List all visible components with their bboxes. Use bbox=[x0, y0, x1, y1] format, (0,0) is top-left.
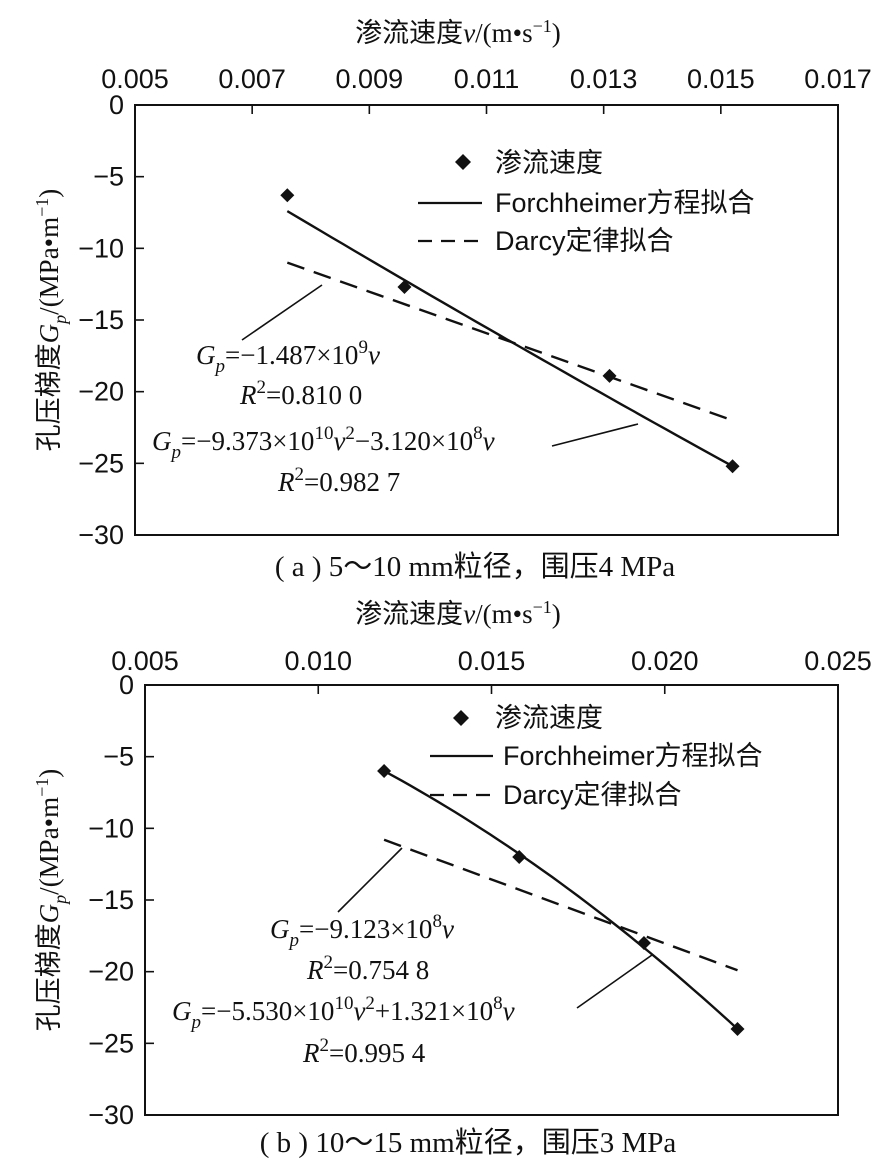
panel-b-darcy-leader bbox=[337, 847, 403, 913]
panel-a-x-axis-title: 渗流速度v/(m•s−1) bbox=[355, 16, 561, 48]
panel-b-data-point bbox=[730, 1022, 745, 1036]
panel-b-caption: ( b ) 10～15 mm粒径，围压3 MPa bbox=[260, 1126, 677, 1159]
panel-b-legend-item-1: 渗流速度 bbox=[495, 703, 603, 733]
panel-a-x-tick-label: 0.009 bbox=[336, 64, 404, 94]
panel-a-legend-item-3: Darcy定律拟合 bbox=[495, 226, 674, 256]
panel-a-forch-leader bbox=[551, 423, 639, 447]
panel-a-y-tick-label: −15 bbox=[78, 305, 124, 335]
panel-b-x-tick-label: 0.020 bbox=[631, 646, 699, 676]
panel-b-legend-item-3: Darcy定律拟合 bbox=[503, 780, 682, 810]
panel-a-x-tick-label: 0.005 bbox=[101, 64, 169, 94]
panel-b-data-point bbox=[377, 764, 392, 778]
panel-a-fit-lines bbox=[286, 210, 734, 468]
panel-b-x-tick-label: 0.025 bbox=[804, 646, 872, 676]
panel-a-x-tick-label: 0.013 bbox=[570, 64, 638, 94]
panel-b-forch-leader bbox=[576, 954, 653, 1009]
panel-b-y-tick-label: −25 bbox=[88, 1028, 134, 1058]
panel-a-x-tick-label: 0.011 bbox=[454, 64, 520, 94]
panel-a-y-tick-label: −25 bbox=[78, 448, 124, 478]
panel-a-data-points bbox=[280, 188, 740, 474]
panel-b-data-point bbox=[636, 936, 651, 950]
panel-b-legend-item-2: Forchheimer方程拟合 bbox=[503, 741, 763, 771]
panel-b-y-tick-label: −30 bbox=[88, 1100, 134, 1130]
panel-a-y-ticks: 0 −5 −10 −15 −20 −25 −30 bbox=[78, 90, 144, 550]
panel-a-x-tick-label: 0.007 bbox=[218, 64, 286, 94]
panel-b-x-tick-label: 0.005 bbox=[111, 646, 179, 676]
panel-b-legend: 渗流速度 Forchheimer方程拟合 Darcy定律拟合 bbox=[430, 703, 763, 810]
panel-b-forchheimer-r2: R2=0.995 4 bbox=[302, 1035, 426, 1068]
panel-a-x-tick-label: 0.015 bbox=[687, 64, 755, 94]
panel-a-data-point bbox=[602, 368, 617, 383]
panel-a-darcy-leader bbox=[241, 284, 323, 341]
panel-a-data-point bbox=[725, 459, 740, 474]
panel-a-y-tick-label: −5 bbox=[93, 162, 124, 192]
panel-a-caption: ( a ) 5～10 mm粒径，围压4 MPa bbox=[275, 550, 675, 583]
panel-a-x-tick-label: 0.017 bbox=[804, 64, 872, 94]
panel-b-fit-lines bbox=[383, 769, 739, 1030]
panel-a-darcy-r2: R2=0.810 0 bbox=[239, 377, 362, 410]
panel-b-y-tick-label: −15 bbox=[88, 885, 134, 915]
panel-b-y-ticks: 0 −5 −10 −15 −20 −25 −30 bbox=[88, 670, 154, 1130]
panel-a-forchheimer-equation: Gp=−9.373×1010v2−3.120×108v bbox=[152, 423, 495, 463]
panel-b-x-ticks: 0.005 0.010 0.015 0.020 0.025 bbox=[111, 646, 872, 694]
panel-a-y-tick-label: −20 bbox=[78, 377, 124, 407]
panel-b-darcy-fit-line bbox=[383, 838, 738, 972]
panel-b-forchheimer-equation: Gp=−5.530×1010v2+1.321×108v bbox=[172, 993, 515, 1033]
panel-a-data-point bbox=[280, 188, 295, 203]
panel-a-legend: 渗流速度 Forchheimer方程拟合 Darcy定律拟合 bbox=[418, 148, 755, 256]
panel-b-y-tick-label: −10 bbox=[88, 813, 134, 843]
panel-a-legend-item-1: 渗流速度 bbox=[495, 148, 603, 178]
panel-a-x-ticks: 0.005 0.007 0.009 0.011 0.013 0.015 0.017 bbox=[101, 64, 872, 114]
panel-a-forchheimer-r2: R2=0.982 7 bbox=[277, 464, 400, 497]
panel-b-y-tick-label: −20 bbox=[88, 957, 134, 987]
panel-a-darcy-fit-line bbox=[286, 261, 733, 422]
panel-b-darcy-equation: Gp=−9.123×108v bbox=[270, 911, 454, 951]
panel-a-legend-marker bbox=[455, 154, 471, 170]
panel-b-x-tick-label: 0.015 bbox=[458, 646, 526, 676]
panel-a-y-tick-label: −30 bbox=[78, 520, 124, 550]
panel-b-x-tick-label: 0.010 bbox=[284, 646, 352, 676]
panel-a-legend-item-2: Forchheimer方程拟合 bbox=[495, 188, 755, 218]
panel-b-data-point bbox=[512, 850, 527, 864]
panel-a-y-tick-label: −10 bbox=[78, 233, 124, 263]
panel-b-y-tick-label: 0 bbox=[119, 670, 134, 700]
panel-b-chart: 渗流速度v/(m•s−1) 0.005 0.010 0.015 0.020 0.025 … bbox=[32, 597, 872, 1159]
panel-b-forchheimer-fit-line bbox=[383, 769, 739, 1030]
panel-b-data-points bbox=[377, 764, 745, 1036]
panel-b-legend-marker bbox=[453, 710, 469, 726]
panel-a-data-point bbox=[397, 280, 412, 295]
panel-a-darcy-equation: Gp=−1.487×109v bbox=[196, 337, 380, 377]
panel-a-chart: 渗流速度v/(m•s−1) 0.005 0.007 0.009 0.011 0.013 0… bbox=[32, 16, 872, 583]
panel-a-y-tick-label: 0 bbox=[109, 90, 124, 120]
panel-a-y-axis-title: 孔压梯度Gp/(MPa•m−1) bbox=[32, 189, 70, 452]
panel-b-x-axis-title: 渗流速度v/(m•s−1) bbox=[355, 597, 561, 629]
panel-b-y-axis-title: 孔压梯度Gp/(MPa•m−1) bbox=[32, 769, 70, 1032]
panel-b-darcy-r2: R2=0.754 8 bbox=[306, 952, 429, 985]
panel-b-y-tick-label: −5 bbox=[103, 742, 134, 772]
